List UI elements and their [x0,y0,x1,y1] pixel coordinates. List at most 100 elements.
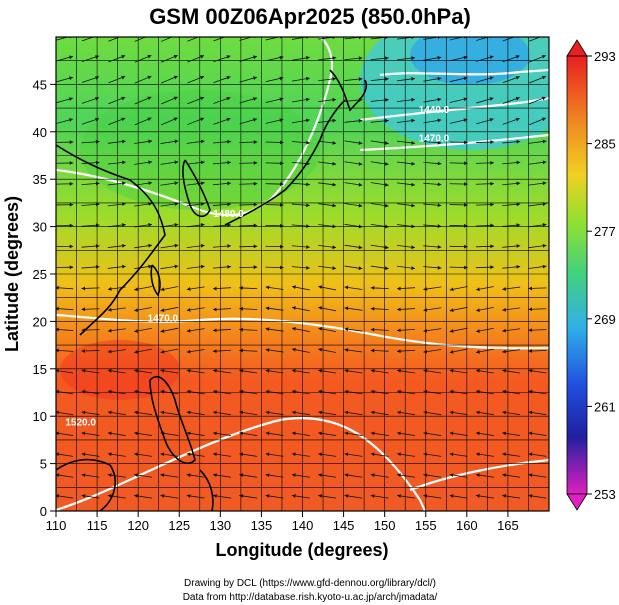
streamline-arrowhead [318,410,323,415]
streamline-arrowhead [370,368,375,373]
streamline-arrowhead [516,181,521,186]
x-tick-label: 150 [374,518,396,533]
streamline-arrowhead [213,368,217,373]
streamline-arrowhead [541,75,546,80]
streamline-arrowhead [160,368,165,373]
streamline-arrowhead [502,494,507,498]
streamline-arrowhead [516,223,521,228]
streamline-arrowhead [528,431,533,436]
streamline-arrowhead [476,494,480,498]
streamline-arrowhead [134,329,139,333]
streamline-arrowhead [200,139,205,144]
streamline-arrowhead [265,473,270,477]
colorbar-bottom-triangle [566,493,588,511]
streamline-arrowhead [305,76,310,81]
streamline-arrowhead [306,224,310,229]
streamline-arrowhead [411,56,415,61]
streamline-arrowhead [291,494,296,498]
streamline-arrowhead [423,473,428,477]
streamline-arrowhead [542,243,547,248]
colorbar-ticks: 293 285 277 269 261 253 [587,49,616,502]
streamline-arrowhead [490,181,494,186]
streamline-arrowhead [476,452,480,457]
colorbar-tick-label: 253 [594,487,616,502]
streamline-arrowhead [332,77,337,81]
streamline-arrowhead [147,54,152,59]
streamline-arrowhead [253,244,258,249]
colorbar: 293 285 277 269 261 253 [566,39,616,511]
streamline-arrowhead [186,494,191,498]
streamline-arrowhead [476,287,480,292]
temperature-field [56,37,549,511]
streamline-arrowhead [56,327,59,332]
streamline-arrowhead [81,307,86,312]
streamline-arrowhead [515,117,520,122]
streamline-arrowhead [318,431,323,436]
streamline-arrowhead [226,76,231,80]
colorbar-tick-label: 269 [594,312,616,327]
streamline-arrowhead [449,473,454,477]
streamline-arrowhead [384,182,389,187]
streamline-arrowhead [306,245,310,249]
streamline-arrowhead [107,452,112,457]
streamline-arrowhead [332,182,337,187]
streamline-arrowhead [81,349,86,353]
streamline-arrowhead [265,431,270,436]
streamline-arrowhead [148,139,153,144]
x-tick-label: 165 [497,518,519,533]
streamline-arrowhead [134,494,138,498]
streamline-arrowhead [344,431,349,436]
streamline-arrowhead [134,473,138,477]
streamline-arrowhead [384,266,389,271]
streamline-arrowhead [542,264,547,269]
streamline-arrowhead [226,96,231,101]
streamline-arrowhead [449,452,454,457]
contour-labels: 1440.0 1470.0 1480.0 1470.0 1520.0 [65,105,449,429]
streamline-arrowhead [292,285,296,290]
streamline-arrowhead [122,160,126,165]
streamline-arrowhead [239,473,244,477]
streamline-arrowhead [542,181,547,186]
streamline-arrowhead [148,160,153,165]
streamline-arrowhead [490,140,494,144]
streamline-arrowhead [423,410,428,415]
wind-streamlines [56,37,547,499]
streamline-arrowhead [134,431,138,436]
streamline-arrowhead [122,139,126,144]
streamline-arrowhead [449,410,454,415]
streamline-segment [291,37,309,40]
coastline [182,159,211,218]
streamline-arrowhead [253,265,258,270]
streamline-arrowhead [437,118,442,123]
streamline-arrowhead [384,56,389,61]
streamline-arrowhead [411,203,415,208]
streamline-arrowhead [122,181,126,186]
contour-line [409,458,549,492]
streamline-arrowhead [358,118,363,123]
streamline-arrowhead [437,245,442,249]
streamline-arrowhead [200,54,205,59]
y-tick-label: 15 [33,362,47,377]
streamline-arrowhead [476,308,480,312]
streamline-arrowhead [121,55,126,59]
streamline-arrowhead [279,76,284,81]
streamline-arrowhead [160,349,165,354]
streamline-arrowhead [332,141,337,145]
streamline-arrowhead [318,452,323,457]
streamline-arrowhead [173,54,178,59]
streamline-arrowhead [490,160,494,165]
streamline-arrowhead [134,287,139,292]
streamline-arrowhead [121,75,126,80]
streamline-arrowhead [411,118,415,123]
streamline-arrowhead [81,473,86,477]
streamline-arrowhead [384,141,389,145]
streamline-arrowhead [134,452,138,457]
streamline-segment [134,37,147,42]
streamline-arrowhead [200,75,205,80]
streamline-arrowhead [397,368,401,373]
streamline-arrowhead [516,244,521,248]
streamline-arrowhead [423,452,428,457]
streamline-arrowhead [464,140,468,145]
streamline-arrowhead [464,182,468,186]
streamline-arrowhead [370,452,375,457]
